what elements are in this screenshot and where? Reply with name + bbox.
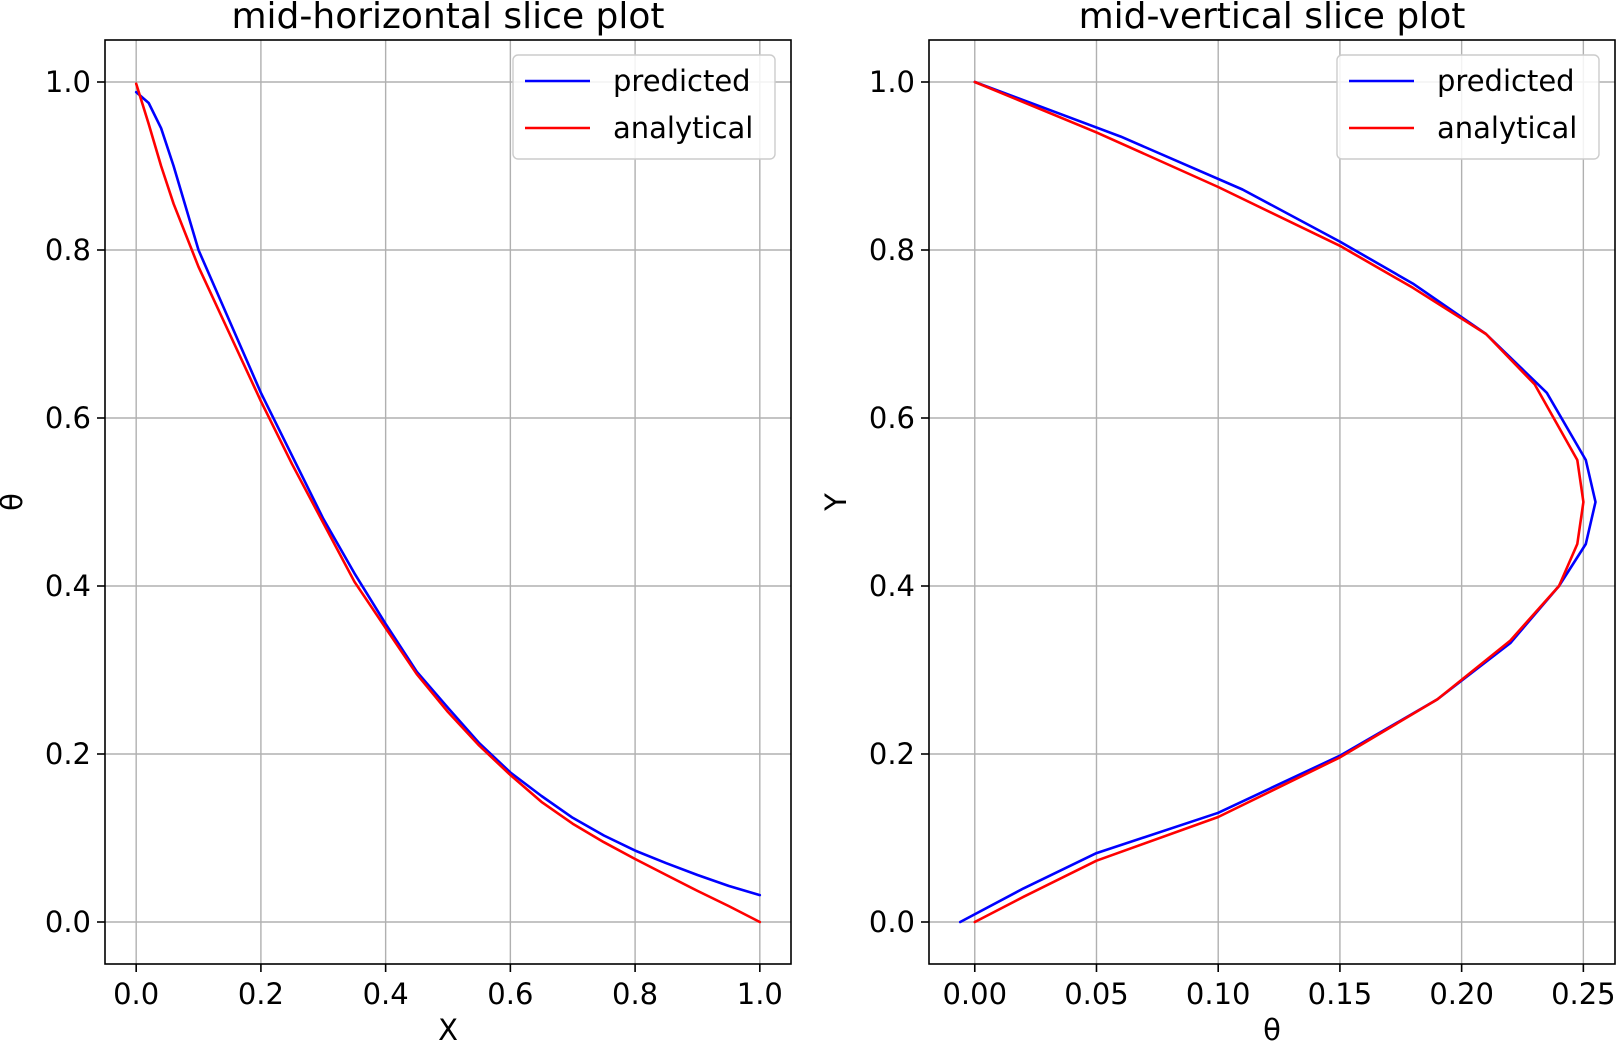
left-plot-y-tick-label: 0.6: [45, 401, 91, 435]
right-plot-x-tick-label: 0.05: [1064, 977, 1129, 1011]
right-plot-y-ticks: 0.0 0.2 0.4 0.6 0.8 1.0: [869, 65, 929, 939]
right-plot-y-tick-label: 0.8: [869, 233, 915, 267]
left-plot-legend: predicted analytical: [512, 54, 776, 160]
left-plot-x-ticks: 0.0 0.2 0.4 0.6 0.8 1.0: [113, 964, 783, 1011]
right-plot-y-tick-label: 0.4: [869, 569, 915, 603]
left-plot-grid: [105, 40, 791, 964]
left-plot-x-tick-label: 0.2: [238, 977, 284, 1011]
right-plot-x-tick-label: 0.15: [1308, 977, 1373, 1011]
left-plot-x-tick-label: 0.4: [363, 977, 409, 1011]
right-plot-y-tick-label: 0.6: [869, 401, 915, 435]
right-plot-x-tick-label: 0.00: [942, 977, 1007, 1011]
right-plot-y-tick-label: 0.2: [869, 737, 915, 771]
right-plot-y-tick-label: 0.0: [869, 905, 915, 939]
right-plot-title: mid-vertical slice plot: [1079, 0, 1466, 37]
right-plot-legend: predicted analytical: [1336, 54, 1600, 160]
left-plot-y-ticks: 0.0 0.2 0.4 0.6 0.8 1.0: [45, 65, 105, 939]
left-plot-x-tick-label: 1.0: [737, 977, 783, 1011]
left-plot-y-tick-label: 0.2: [45, 737, 91, 771]
right-plot-frame: [928, 39, 1616, 965]
right-plot-series: [958, 80, 1597, 924]
left-plot-x-tick-label: 0.6: [487, 977, 533, 1011]
right-plot-analytical-line: [973, 80, 1585, 924]
right-plot-x-tick-label: 0.20: [1429, 977, 1494, 1011]
right-plot: 0.00 0.05 0.10 0.15 0.20 0.25 0.0 0.2 0.4 0.6 0.8…: [819, 0, 1616, 1042]
left-plot-y-tick-label: 0.8: [45, 233, 91, 267]
left-plot: 0.0 0.2 0.4 0.6 0.8 1.0 0.0 0.2 0.4 0.6 0.8 1.0 mi…: [0, 0, 792, 1042]
right-plot-predicted-line: [958, 80, 1597, 924]
left-plot-x-tick-label: 0.0: [113, 977, 159, 1011]
left-plot-frame: [104, 39, 792, 965]
right-plot-x-tick-label: 0.10: [1186, 977, 1251, 1011]
left-plot-predicted-line: [134, 90, 762, 897]
left-plot-y-tick-label: 0.0: [45, 905, 91, 939]
right-plot-y-axis-label: Y: [819, 493, 853, 512]
left-plot-y-tick-label: 1.0: [45, 65, 91, 99]
right-plot-legend-analytical-label: analytical: [1437, 111, 1577, 145]
left-plot-title: mid-horizontal slice plot: [231, 0, 664, 37]
right-plot-legend-predicted-label: predicted: [1437, 64, 1575, 98]
left-plot-series: [134, 82, 762, 924]
left-plot-y-axis-label: θ: [0, 493, 29, 511]
left-plot-legend-analytical-label: analytical: [613, 111, 753, 145]
right-plot-x-tick-label: 0.25: [1551, 977, 1616, 1011]
left-plot-y-tick-label: 0.4: [45, 569, 91, 603]
left-plot-analytical-line: [134, 82, 762, 924]
right-plot-y-tick-label: 1.0: [869, 65, 915, 99]
right-plot-x-ticks: 0.00 0.05 0.10 0.15 0.20 0.25: [942, 964, 1616, 1011]
left-plot-legend-predicted-label: predicted: [613, 64, 751, 98]
left-plot-x-tick-label: 0.8: [612, 977, 658, 1011]
left-plot-x-axis-label: X: [438, 1013, 458, 1042]
right-plot-grid: [929, 40, 1615, 964]
right-plot-x-axis-label: θ: [1263, 1013, 1281, 1042]
